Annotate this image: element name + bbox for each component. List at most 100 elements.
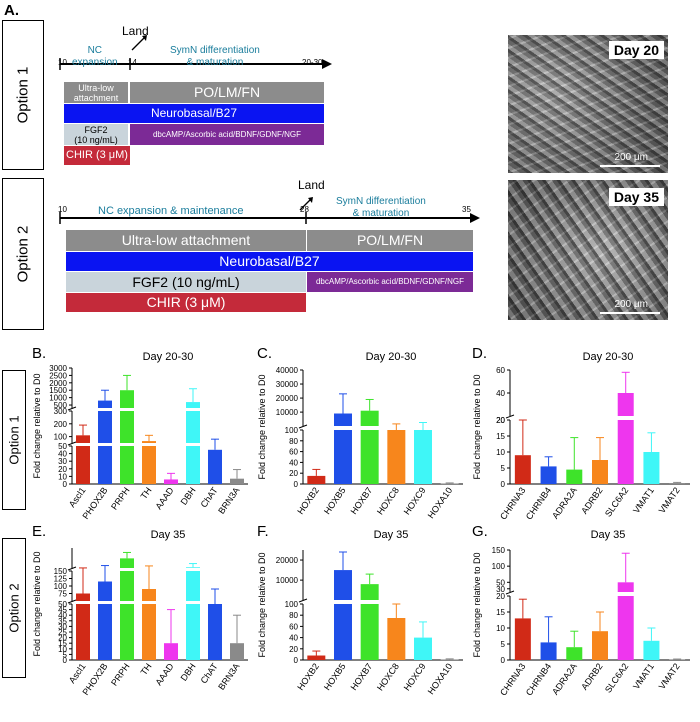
option2-timeline xyxy=(59,197,480,224)
y-tick-label: 3000 xyxy=(49,364,67,373)
option1-neurobasal-bar: Neurobasal/B27 xyxy=(64,104,324,123)
x-tick-label: HOXC9 xyxy=(402,485,428,516)
bar-prph xyxy=(120,558,134,568)
x-tick-label: HOXA10 xyxy=(426,485,455,520)
option1-side-label: Option 1 xyxy=(14,66,32,124)
axis-break-mark xyxy=(505,414,515,419)
bar-aaad xyxy=(164,643,178,660)
y-tick-label: 15 xyxy=(58,639,67,648)
bar-slc6a2 xyxy=(617,582,634,592)
panel-letter-c: C. xyxy=(257,345,272,362)
option1-stage2: SymN differentiation & maturation xyxy=(170,45,260,68)
bar-phox2b xyxy=(98,400,112,408)
x-tick-label: VMAT1 xyxy=(631,485,656,515)
y-tick-label: 100 xyxy=(285,426,299,435)
panel-letter-d: D. xyxy=(472,345,487,362)
row2-side-box: Option 2 xyxy=(2,538,26,678)
chart-c: C. Day 20-30 Fold change relative to D0 0 20… xyxy=(257,345,463,520)
bar-adra2a xyxy=(566,647,583,660)
y-tick-label: 2000 xyxy=(49,379,67,388)
y-tick-label: 5 xyxy=(501,640,506,649)
bar-hoxb5 xyxy=(334,430,352,484)
y-tick-label: 5 xyxy=(63,650,68,659)
bar-dbh xyxy=(186,446,200,484)
y-tick-label: 1000 xyxy=(49,394,67,403)
y-axis-label: Fold change relative to D0 xyxy=(472,374,482,479)
bar-hoxb2 xyxy=(307,655,326,660)
option2-side-label: Option 2 xyxy=(14,225,32,283)
y-tick-label: 20 xyxy=(496,592,505,601)
bar-chat xyxy=(208,604,222,660)
bar-phox2b xyxy=(98,604,112,660)
y-tick-label: 20000 xyxy=(276,556,299,565)
y-tick-label: 100 xyxy=(285,600,299,609)
bar-chrna3 xyxy=(514,618,531,660)
bar-chat xyxy=(208,449,222,484)
y-tick-label: 0 xyxy=(294,480,299,489)
y-tick-label: 125 xyxy=(54,575,68,584)
y-tick-label: 10 xyxy=(496,448,505,457)
x-tick-label: VMAT1 xyxy=(631,661,656,691)
y-tick-label: 20 xyxy=(496,416,505,425)
y-tick-label: 35 xyxy=(58,617,67,626)
y-tick-label: 20 xyxy=(58,634,67,643)
option2-chir-bar: CHIR (3 μM) xyxy=(66,293,306,312)
bar-hoxb2 xyxy=(307,475,326,484)
chart-title: Day 20-30 xyxy=(143,351,194,363)
x-tick-label: HOXB7 xyxy=(349,485,375,516)
micrograph-day20-scale-text: 200 μm xyxy=(614,152,648,163)
bar-chrna3 xyxy=(514,455,531,484)
bar-slc6a2 xyxy=(617,596,634,660)
x-tick-label: HOXB2 xyxy=(295,485,321,516)
bar-slc6a2 xyxy=(617,393,634,416)
micrograph-day20-scale-bar xyxy=(600,165,660,167)
option2-day-end: 35 xyxy=(462,205,471,214)
x-tick-label: HOXC9 xyxy=(402,661,428,692)
x-tick-label: DBH xyxy=(179,661,198,682)
bar-dbh xyxy=(186,402,200,408)
row2-side-label: Option 2 xyxy=(6,583,22,633)
x-tick-label: CHRNA3 xyxy=(498,485,527,520)
bar-hoxb5 xyxy=(334,604,352,660)
y-tick-label: 100 xyxy=(54,582,68,591)
bar-th xyxy=(142,446,156,484)
option2-side-box: Option 2 xyxy=(2,178,44,330)
y-axis-label: Fold change relative to D0 xyxy=(257,552,267,657)
bar-ascl1 xyxy=(76,446,90,484)
option2-land-label: Land xyxy=(298,178,325,192)
y-tick-label: 0 xyxy=(501,656,506,665)
option1-po-bar: PO/LM/FN xyxy=(130,82,324,103)
panel-a-label: A. xyxy=(4,2,19,19)
chart-title: Day 20-30 xyxy=(583,351,634,363)
y-tick-label: 2500 xyxy=(49,371,67,380)
x-tick-label: VMAT2 xyxy=(657,485,682,515)
bar-hoxb5 xyxy=(334,570,352,600)
axis-break-mark xyxy=(67,599,77,604)
y-tick-label: 30 xyxy=(58,457,67,466)
y-tick-label: 5 xyxy=(501,464,506,473)
option1-fgf2-bar: FGF2 (10 ng/mL) xyxy=(64,124,128,145)
bar-prph xyxy=(120,604,134,660)
y-tick-label: 40 xyxy=(58,611,67,620)
x-tick-label: TH xyxy=(139,661,154,677)
x-tick-label: BRN3A xyxy=(216,661,241,691)
chart-title: Day 20-30 xyxy=(366,351,417,363)
bar-hoxb7 xyxy=(360,584,379,600)
panel-letter-f: F. xyxy=(257,523,269,540)
bar-phox2b xyxy=(98,581,112,601)
x-tick-label: PRPH xyxy=(109,485,132,511)
y-tick-label: 0 xyxy=(294,656,299,665)
x-tick-label: SLC6A2 xyxy=(603,485,630,518)
option1-chir-bar: CHIR (3 μM) xyxy=(64,146,130,165)
panel-letter-b: B. xyxy=(32,345,46,362)
y-axis-label: Fold change relative to D0 xyxy=(32,551,42,656)
y-tick-label: 45 xyxy=(58,606,67,615)
x-tick-label: CHRNB4 xyxy=(524,485,553,520)
x-tick-label: Ascl1 xyxy=(67,661,88,685)
x-tick-label: HOXB7 xyxy=(349,661,375,692)
bar-hoxc9 xyxy=(414,430,432,484)
y-tick-label: 0 xyxy=(63,480,68,489)
x-tick-label: HOXB2 xyxy=(295,661,321,692)
bar-adrb2 xyxy=(592,460,608,484)
